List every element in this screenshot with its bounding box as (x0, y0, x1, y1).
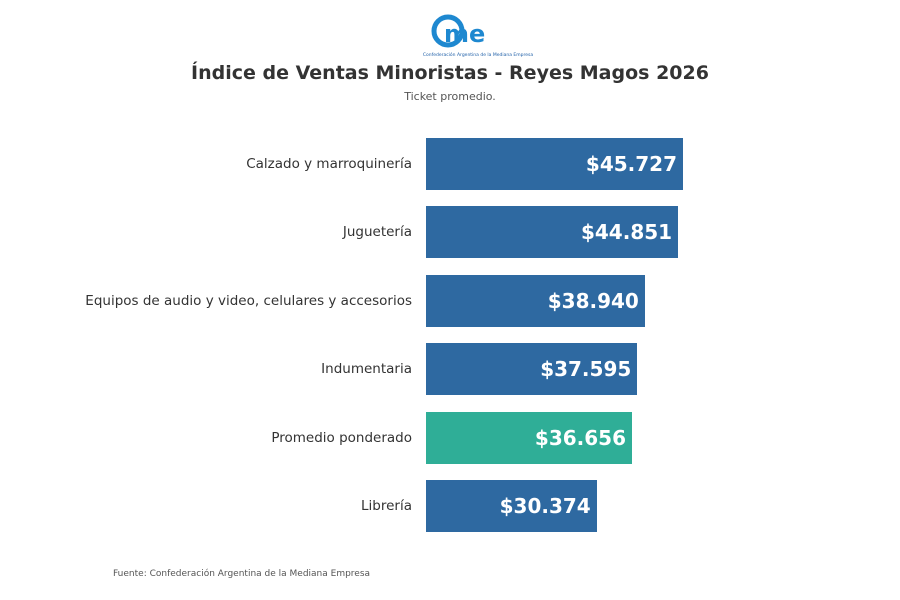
bar (426, 343, 638, 396)
category-label: Promedio ponderado (271, 429, 412, 446)
bar (426, 480, 597, 532)
data-label: $37.595 (540, 357, 632, 382)
category-label: Juguetería (342, 224, 412, 241)
bar (426, 411, 633, 464)
data-label: $38.940 (547, 288, 639, 313)
data-label: $30.374 (499, 494, 591, 518)
category-label: Indumentaria (321, 361, 412, 378)
svg-text:Confederación Argentina de la: Confederación Argentina de la Mediana Em… (423, 51, 533, 58)
cme-logo: me Confederación Argentina de la Mediana… (423, 14, 533, 58)
bar (426, 206, 679, 259)
category-label: Equipos de audio y video, celulares y ac… (85, 292, 412, 309)
svg-text:me: me (444, 20, 485, 48)
data-label: $36.656 (534, 425, 627, 450)
category-label: Calzado y marroquinería (246, 156, 412, 172)
data-label: $45.727 (585, 152, 677, 176)
bar (426, 274, 645, 327)
source-note: Fuente: Confederación Argentina de la Me… (113, 569, 371, 579)
chart-subtitle: Ticket promedio. (404, 90, 496, 103)
chart-title: Índice de Ventas Minoristas - Reyes Mago… (191, 62, 709, 84)
bar (426, 138, 683, 190)
data-label: $44.851 (580, 220, 673, 245)
category-label: Librería (361, 498, 412, 514)
